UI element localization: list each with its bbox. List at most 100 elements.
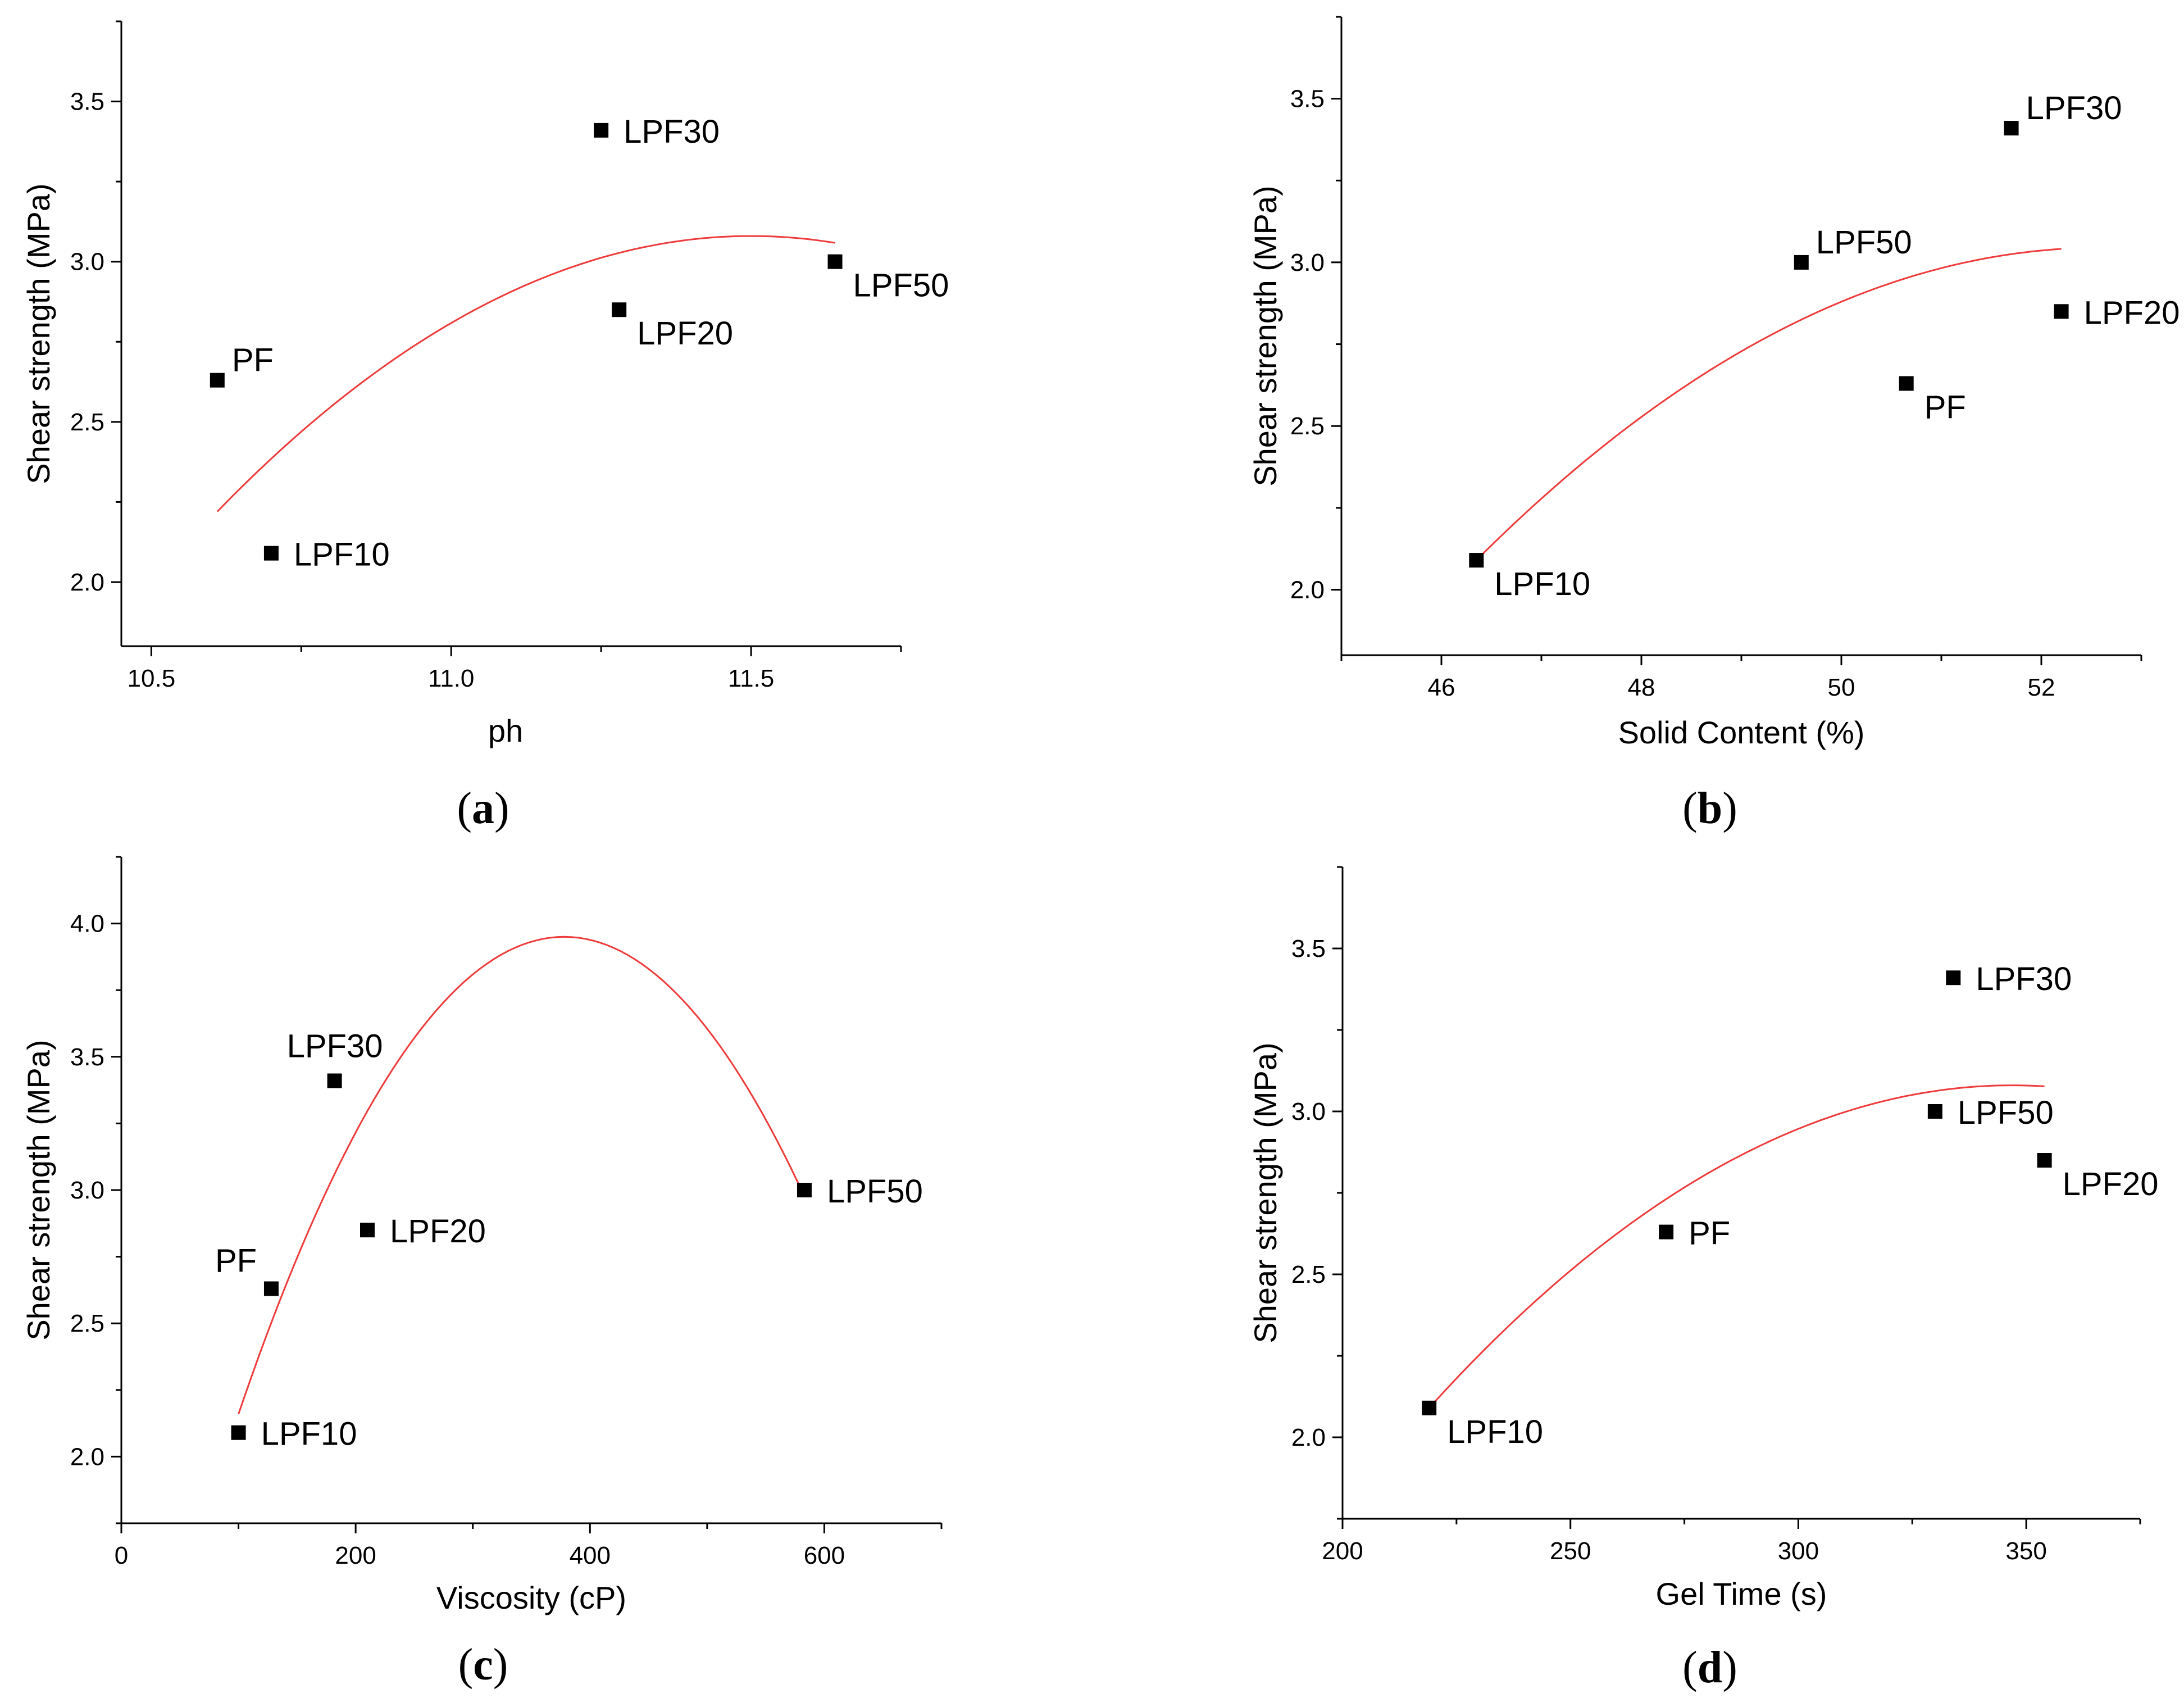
panel-caption: (d) [1682,1643,1737,1692]
point-lpf50 [1794,255,1809,270]
point-pf [263,1281,279,1296]
point-lpf10 [1422,1400,1437,1415]
y-tick-label: 3.0 [70,1177,104,1204]
point-label-lpf30: LPF30 [287,1028,383,1064]
x-axis-title: Gel Time (s) [1656,1576,1827,1611]
x-tick-label: 400 [570,1542,611,1569]
panel-caption: (b) [1682,784,1737,833]
point-lpf30 [327,1073,342,1088]
point-lpf50 [827,254,843,269]
point-label-lpf10: LPF10 [1447,1414,1543,1450]
caption-close: ) [1722,784,1737,833]
point-label-lpf50: LPF50 [827,1173,923,1210]
fit-curve [1428,1084,2045,1409]
point-label-lpf20: LPF20 [2084,294,2180,331]
point-lpf50 [1927,1104,1942,1119]
x-tick-label: 52 [2028,674,2055,701]
point-lpf10 [263,546,279,561]
point-lpf20 [612,302,627,317]
y-tick-label: 2.5 [1291,1261,1326,1288]
y-axis-title: Shear strength (MPa) [1248,1042,1283,1343]
x-tick-label: 46 [1428,674,1455,701]
caption-letter: c [473,1640,493,1690]
y-tick-label: 3.5 [70,88,104,116]
point-lpf10 [231,1425,246,1440]
x-axis-title: Viscosity (cP) [436,1580,626,1615]
point-label-pf: PF [215,1243,257,1279]
y-axis-title: Shear strength (MPa) [21,1039,56,1340]
panel-b: 46 48 50 52 2.0 2.5 3.0 3.5 Solid Content (%) She… [1092,0,2184,853]
chart-a: 10.5 11.0 11.5 2.0 2.5 3.0 3.5 ph Shear strength… [21,20,949,833]
x-tick-label: 48 [1628,674,1655,701]
x-tick-label: 200 [1322,1537,1363,1565]
caption-open: ( [1682,784,1698,833]
y-tick-label: 3.5 [1290,85,1325,113]
point-label-lpf50: LPF50 [853,267,949,304]
panel-c: 0 200 400 600 2.0 2.5 3.0 3.5 4.0 Viscosity (cP) S… [0,853,1092,1707]
caption-close: ) [1722,1643,1737,1692]
point-lpf50 [797,1183,812,1197]
chart-d: 200 250 300 350 2.0 2.5 3.0 3.5 Gel Time (s) Shea… [1248,866,2159,1692]
point-lpf10 [1469,553,1484,568]
x-tick-label: 200 [335,1542,376,1569]
point-label-lpf50: LPF50 [1958,1095,2054,1131]
panel-caption: (a) [457,784,509,833]
x-tick-label: 11.0 [428,665,474,692]
point-label-lpf30: LPF30 [1976,961,2072,997]
y-tick-label: 3.0 [1290,249,1325,276]
y-tick-label: 4.0 [70,910,104,938]
x-tick-label: 11.5 [728,665,774,692]
y-tick-label: 2.5 [70,1310,104,1337]
caption-open: ( [457,784,472,833]
point-label-lpf30: LPF30 [2026,90,2122,126]
x-axis-title: Solid Content (%) [1618,715,1865,750]
point-lpf20 [2054,304,2069,319]
y-tick-label: 2.0 [1290,576,1325,603]
caption-open: ( [1682,1643,1698,1692]
point-label-pf: PF [232,342,274,379]
chart-c: 0 200 400 600 2.0 2.5 3.0 3.5 4.0 Viscosity (cP) S… [21,856,943,1690]
y-axis-title: Shear strength (MPa) [21,183,56,484]
x-tick-label: 250 [1550,1537,1591,1565]
point-label-lpf20: LPF20 [2063,1166,2159,1202]
x-axis-title: ph [488,713,523,748]
caption-close: ) [494,784,509,833]
caption-letter: d [1698,1643,1723,1692]
point-label-lpf10: LPF10 [261,1416,357,1452]
x-tick-label: 350 [2005,1537,2046,1565]
y-tick-label: 3.5 [70,1043,104,1071]
y-tick-label: 3.0 [1291,1098,1326,1125]
y-tick-label: 2.5 [70,408,104,436]
fit-curve [238,936,806,1414]
point-label-lpf10: LPF10 [1494,566,1590,602]
y-tick-label: 3.0 [70,248,104,276]
x-tick-label: 300 [1778,1537,1819,1565]
y-tick-label: 3.5 [1291,935,1326,963]
caption-close: ) [493,1640,508,1690]
point-pf [1659,1224,1674,1240]
point-label-pf: PF [1924,389,1966,425]
point-label-lpf30: LPF30 [624,114,720,150]
point-label-lpf50: LPF50 [1816,224,1912,261]
x-tick-label: 50 [1828,674,1855,701]
point-pf [1899,376,1914,391]
point-label-pf: PF [1689,1215,1730,1252]
point-label-lpf20: LPF20 [637,315,733,352]
x-tick-label: 10.5 [128,665,176,692]
y-axis-title: Shear strength (MPa) [1248,185,1283,486]
x-tick-label: 600 [804,1542,845,1569]
point-lpf20 [2037,1153,2052,1168]
point-lpf30 [1946,970,1961,986]
point-lpf20 [360,1223,375,1238]
x-tick-label: 0 [115,1542,128,1569]
y-tick-label: 2.5 [1290,412,1325,440]
panel-d: 200 250 300 350 2.0 2.5 3.0 3.5 Gel Time (s) Shea… [1092,853,2184,1707]
point-pf [210,373,225,388]
panel-caption: (c) [458,1640,508,1690]
caption-letter: b [1698,784,1723,833]
chart-b: 46 48 50 52 2.0 2.5 3.0 3.5 Solid Content (%) She… [1248,16,2180,833]
point-label-lpf20: LPF20 [390,1213,486,1250]
fit-curve [1476,248,2062,561]
point-lpf30 [594,122,609,138]
caption-open: ( [458,1640,474,1690]
